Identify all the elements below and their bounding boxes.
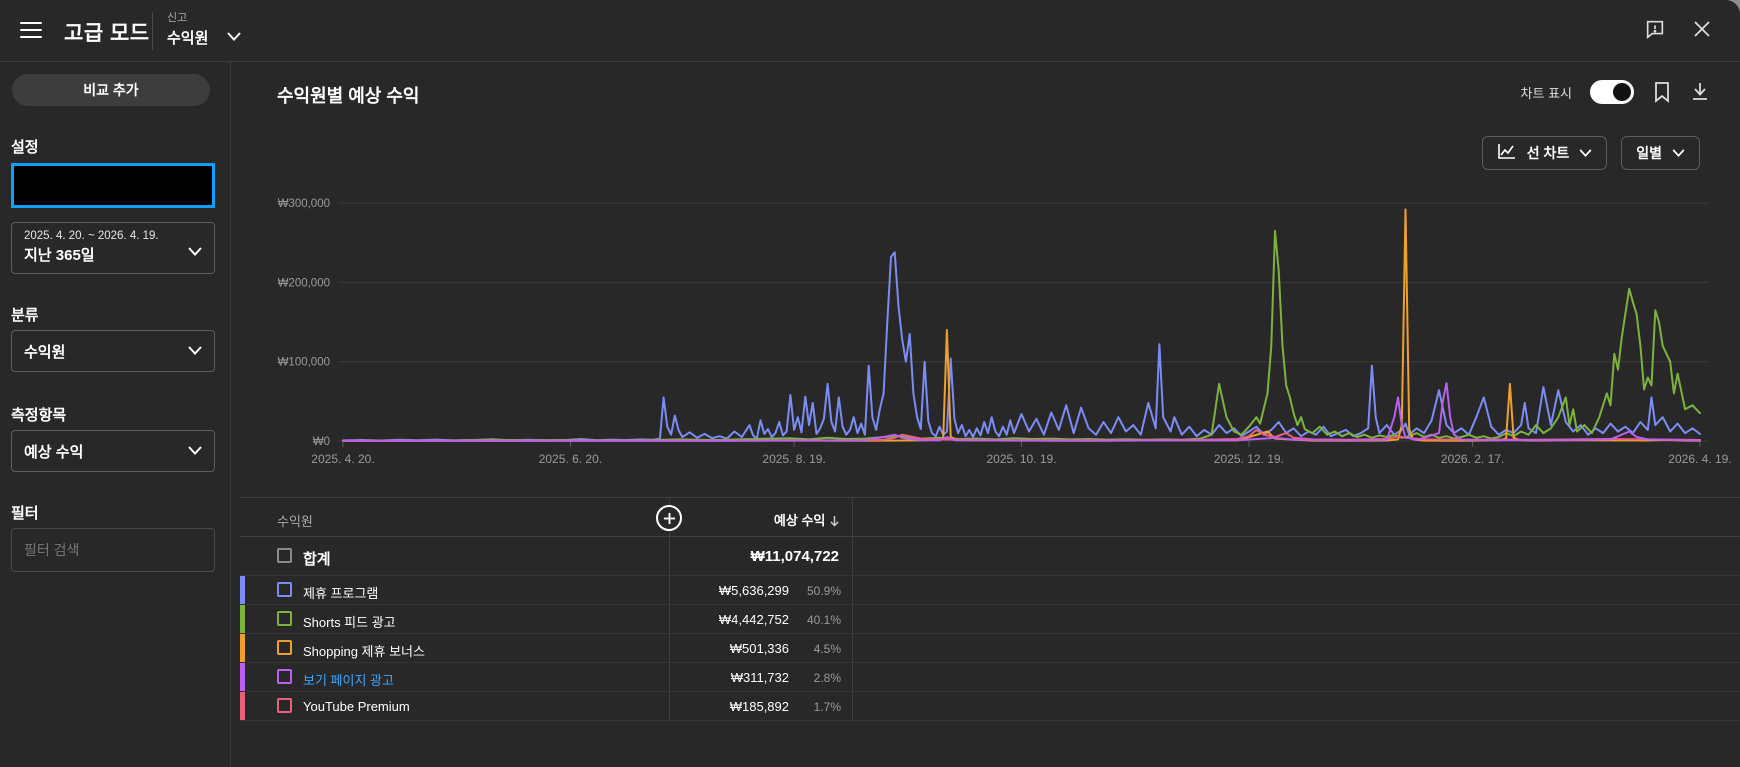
chevron-down-icon [227, 28, 241, 46]
svg-text:₩200,000: ₩200,000 [278, 277, 330, 289]
total-checkbox[interactable] [277, 548, 292, 563]
add-comparison-button[interactable]: 비교 추가 [12, 74, 210, 106]
chart-title: 수익원별 예상 수익 [277, 86, 420, 106]
dimension-section-label: 분류 [11, 307, 39, 324]
sidebar-divider [230, 62, 231, 767]
row-label: Shopping 제휴 보너스 [303, 644, 425, 659]
series-color-bar [240, 692, 245, 720]
table-row[interactable]: 제휴 프로그램 ₩5,636,299 50.9% [240, 576, 1740, 605]
row-amount: ₩11,074,722 [750, 548, 839, 565]
page-title: 고급 모드 [64, 22, 150, 45]
row-amount: ₩311,732 [730, 670, 789, 685]
row-label: YouTube Premium [303, 699, 410, 714]
row-percent: 4.5% [813, 642, 841, 656]
series-color-bar [240, 663, 245, 691]
column-divider [852, 497, 853, 721]
series-checkbox[interactable] [277, 669, 292, 684]
column-divider [669, 497, 670, 721]
channel-selector-redacted[interactable] [11, 163, 215, 208]
row-amount: ₩501,336 [729, 641, 789, 656]
filter-search-input[interactable] [11, 528, 215, 572]
filter-section-label: 필터 [11, 505, 39, 522]
divider [152, 12, 153, 50]
date-range-preset: 지난 365일 [24, 247, 95, 264]
row-label: Shorts 피드 광고 [303, 615, 396, 630]
row-percent: 1.7% [813, 700, 841, 714]
chart-type-value: 선 차트 [1526, 145, 1570, 161]
revenue-table: 수익원 예상 수익 합계 ₩11,074,722 제휴 프로그램 ₩5,636,… [240, 497, 1740, 721]
top-bar: 고급 모드 신고 수익원 [0, 0, 1740, 62]
line-chart-icon [1497, 142, 1517, 165]
series-checkbox[interactable] [277, 698, 292, 713]
dimension-dropdown[interactable]: 수익원 [11, 330, 215, 372]
svg-text:2025. 12. 19.: 2025. 12. 19. [1214, 452, 1284, 466]
series-color-bar [240, 605, 245, 633]
table-row-total[interactable]: 합계 ₩11,074,722 [240, 537, 1740, 576]
menu-icon[interactable] [20, 22, 42, 40]
bookmark-icon[interactable] [1652, 81, 1672, 103]
metric-section-label: 측정항목 [11, 407, 67, 424]
row-label-link[interactable]: 보기 페이지 광고 [303, 673, 394, 688]
chart-toggle-label: 차트 표시 [1520, 85, 1572, 101]
sort-descending-icon [830, 515, 839, 527]
feedback-icon[interactable] [1644, 18, 1666, 40]
series-checkbox[interactable] [277, 640, 292, 655]
row-amount: ₩5,636,299 [718, 583, 789, 598]
svg-text:2025. 8. 19.: 2025. 8. 19. [762, 452, 825, 466]
row-percent: 50.9% [806, 584, 841, 598]
svg-text:2026. 4. 19.: 2026. 4. 19. [1668, 452, 1731, 466]
svg-text:2026. 2. 17.: 2026. 2. 17. [1441, 452, 1504, 466]
table-row[interactable]: Shorts 피드 광고 ₩4,442,752 40.1% [240, 605, 1740, 634]
report-picker-caption: 신고 [167, 12, 188, 24]
row-label: 제휴 프로그램 [303, 586, 379, 601]
toggle-knob [1613, 83, 1631, 101]
row-percent: 2.8% [813, 671, 841, 685]
granularity-value: 일별 [1636, 145, 1662, 161]
add-metric-column-button[interactable] [656, 505, 682, 531]
date-range-text: 2025. 4. 20. ~ 2026. 4. 19. [24, 230, 159, 242]
svg-text:₩100,000: ₩100,000 [278, 357, 330, 369]
report-picker-value: 수익원 [167, 30, 209, 47]
row-percent: 40.1% [806, 613, 841, 627]
table-row[interactable]: Shopping 제휴 보너스 ₩501,336 4.5% [240, 634, 1740, 663]
series-color-bar [240, 576, 245, 604]
download-icon[interactable] [1690, 81, 1710, 103]
svg-text:₩300,000: ₩300,000 [278, 198, 330, 210]
svg-text:2025. 4. 20.: 2025. 4. 20. [311, 452, 374, 466]
granularity-dropdown[interactable]: 일별 [1621, 136, 1700, 170]
svg-text:₩0: ₩0 [313, 436, 330, 448]
settings-section-label: 설정 [11, 139, 39, 156]
svg-text:2025. 6. 20.: 2025. 6. 20. [539, 452, 602, 466]
row-amount: ₩4,442,752 [718, 612, 789, 627]
series-checkbox[interactable] [277, 582, 292, 597]
table-row[interactable]: YouTube Premium ₩185,892 1.7% [240, 692, 1740, 721]
report-picker-dropdown[interactable]: 신고 수익원 [167, 9, 241, 48]
metric-column-header[interactable]: 예상 수익 [669, 510, 852, 529]
svg-text:2025. 10. 19.: 2025. 10. 19. [986, 452, 1056, 466]
metric-dropdown[interactable]: 예상 수익 [11, 430, 215, 472]
dimension-value: 수익원 [24, 343, 66, 361]
chart-visibility-toggle[interactable] [1590, 80, 1634, 104]
row-label: 합계 [303, 551, 331, 568]
row-amount: ₩185,892 [729, 699, 789, 714]
revenue-line-chart[interactable]: ₩0 ₩100,000 ₩200,000 ₩300,000 2025. 4. 20. 20… [258, 140, 1740, 480]
close-icon[interactable] [1692, 19, 1712, 39]
metric-value: 예상 수익 [24, 443, 84, 461]
table-header: 수익원 예상 수익 [240, 497, 1740, 537]
date-range-dropdown[interactable]: 2025. 4. 20. ~ 2026. 4. 19. 지난 365일 [11, 222, 215, 274]
chevron-down-icon [188, 342, 202, 360]
series-checkbox[interactable] [277, 611, 292, 626]
dimension-column-header: 수익원 [277, 514, 313, 529]
table-row[interactable]: 보기 페이지 광고 ₩311,732 2.8% [240, 663, 1740, 692]
series-color-bar [240, 634, 245, 662]
chevron-down-icon [188, 442, 202, 460]
